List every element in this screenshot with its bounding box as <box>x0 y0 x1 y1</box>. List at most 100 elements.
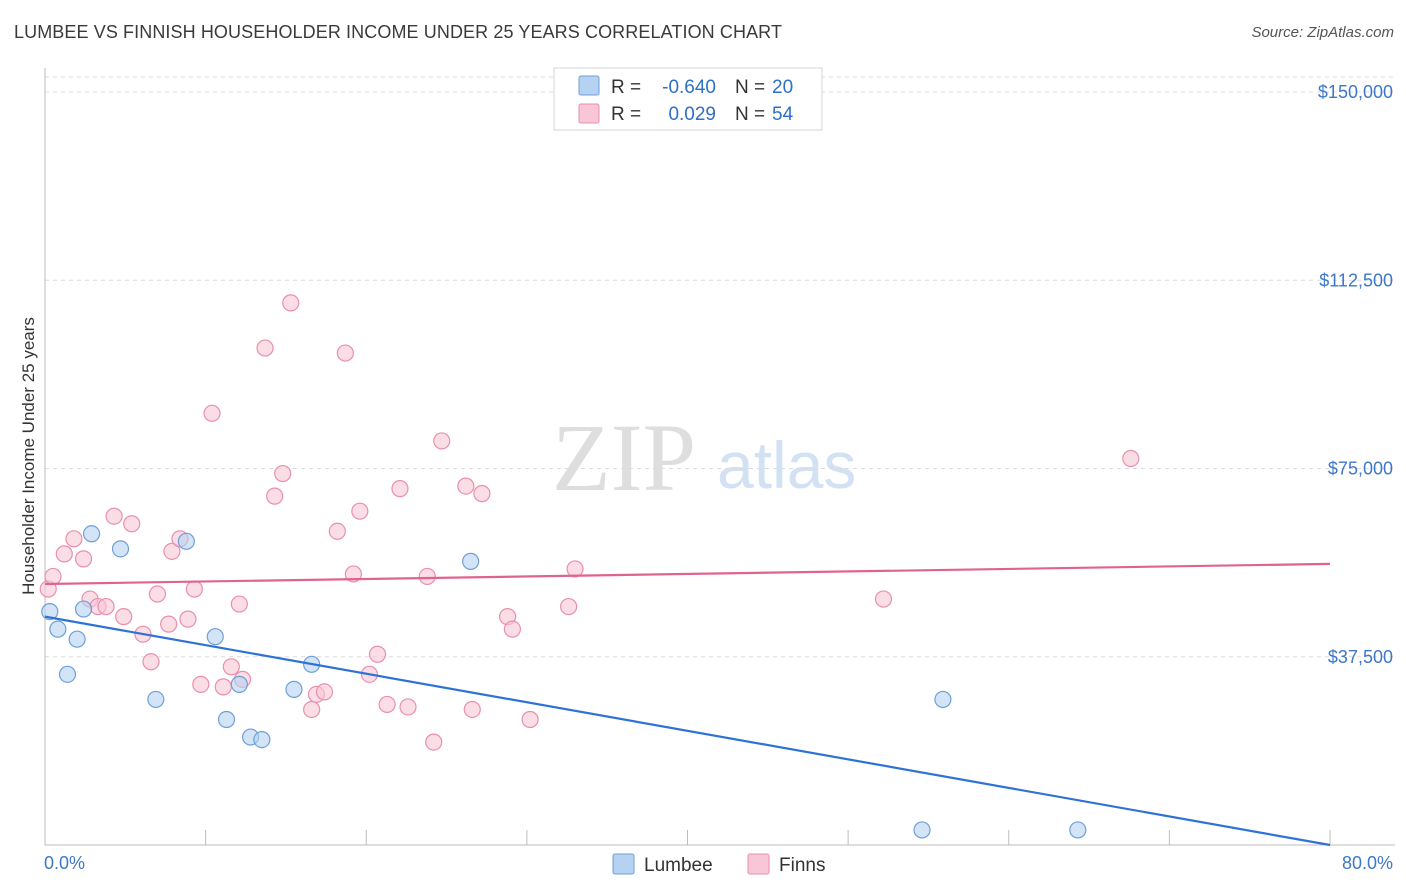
lumbee-point <box>462 552 480 570</box>
source-credit: Source: ZipAtlas.com <box>1251 24 1394 41</box>
finns-point <box>203 404 221 422</box>
x-tick-label-max: 80.0% <box>1342 853 1393 873</box>
finns-point <box>560 597 578 616</box>
finns-point <box>303 700 321 719</box>
finns-point <box>185 580 203 598</box>
data-points <box>39 294 1140 839</box>
watermark-zip: ZIP <box>552 404 696 511</box>
finns-point <box>503 620 522 638</box>
bottom-legend: Lumbee Finns <box>612 853 825 876</box>
legend-n-value-lumbee: 20 <box>772 77 793 98</box>
finns-point <box>105 507 123 525</box>
lumbee-point <box>41 602 59 621</box>
finns-point <box>163 542 181 560</box>
finns-point <box>351 502 369 520</box>
finns-point <box>179 610 197 628</box>
finns-point <box>344 565 362 583</box>
finns-point <box>65 530 83 548</box>
lumbee-point <box>206 628 224 646</box>
lumbee-point <box>68 630 86 648</box>
finns-point <box>214 678 232 696</box>
watermark-atlas: atlas <box>717 428 856 502</box>
lumbee-point <box>230 675 248 693</box>
finns-point <box>433 432 451 450</box>
axes <box>44 68 1395 846</box>
legend-r-label-finns: R = <box>611 104 641 125</box>
y-tick-labels: $37,500 $75,000 $112,500 $150,000 <box>1318 82 1393 667</box>
finns-point <box>160 615 178 633</box>
legend-r-label-lumbee: R = <box>611 77 641 98</box>
finns-point <box>315 683 334 701</box>
lumbee-point <box>285 680 303 698</box>
legend-swatch-lumbee <box>578 75 600 96</box>
finns-point <box>425 733 443 751</box>
finns-point <box>142 653 160 671</box>
finns-point <box>521 710 539 729</box>
finns-point <box>266 487 284 505</box>
lumbee-point <box>147 690 165 709</box>
legend-n-value-finns: 54 <box>772 104 794 125</box>
lumbee-point <box>82 525 101 543</box>
finns-point <box>274 464 292 483</box>
lumbee-point <box>49 620 67 638</box>
y-tick-label: $75,000 <box>1328 459 1393 479</box>
legend-r-value-lumbee: -0.640 <box>662 77 716 98</box>
finns-point <box>368 645 387 663</box>
finns-point <box>399 698 417 716</box>
finns-point <box>192 675 210 693</box>
y-tick-label: $150,000 <box>1318 82 1393 102</box>
bottom-legend-label-lumbee: Lumbee <box>644 855 713 876</box>
chart-title: LUMBEE VS FINNISH HOUSEHOLDER INCOME UND… <box>14 22 783 42</box>
finns-point <box>457 477 475 495</box>
gridlines <box>45 76 1395 658</box>
legend-n-label-lumbee: N = <box>735 77 765 98</box>
finns-point <box>44 567 62 586</box>
finns-point <box>418 567 436 586</box>
finns-trend-line <box>44 562 1331 586</box>
bottom-legend-label-finns: Finns <box>779 855 825 876</box>
lumbee-point <box>58 665 77 683</box>
legend-n-label-finns: N = <box>735 104 765 125</box>
finns-point <box>328 522 346 540</box>
lumbee-trend-line <box>44 615 1331 847</box>
finns-point <box>230 595 248 613</box>
finns-point <box>566 560 584 578</box>
finns-point <box>148 585 167 603</box>
finns-point <box>74 550 93 568</box>
finns-point <box>282 294 300 312</box>
finns-point <box>391 480 409 498</box>
y-axis-title: Householder Income Under 25 years <box>19 317 38 595</box>
finns-point <box>55 545 73 563</box>
watermark: ZIP atlas <box>552 404 856 511</box>
lumbee-point <box>177 532 195 550</box>
trend-lines <box>44 562 1331 847</box>
legend-box: R = -0.640 N = 20 R = 0.029 N = 54 <box>553 67 823 131</box>
finns-point <box>115 608 133 626</box>
finns-point <box>463 700 481 719</box>
finns-point <box>378 695 396 714</box>
finns-point <box>222 658 240 676</box>
lumbee-point <box>111 540 130 558</box>
lumbee-point <box>1069 821 1087 839</box>
legend-swatch-finns <box>578 103 600 124</box>
x-ticks <box>205 830 1331 845</box>
finns-point <box>874 590 893 608</box>
lumbee-point <box>934 690 952 709</box>
finns-point <box>336 344 354 362</box>
finns-point <box>97 597 115 616</box>
finns-point <box>123 515 141 533</box>
finns-point <box>256 339 274 357</box>
lumbee-point <box>74 600 93 618</box>
bottom-legend-swatch-lumbee <box>612 853 635 875</box>
finns-point <box>1122 449 1140 468</box>
legend-r-value-finns: 0.029 <box>668 104 716 125</box>
lumbee-point <box>217 710 236 729</box>
y-tick-label: $112,500 <box>1319 270 1393 290</box>
bottom-legend-swatch-finns <box>747 853 770 875</box>
y-tick-label: $37,500 <box>1328 647 1393 667</box>
lumbee-point <box>913 821 931 839</box>
x-tick-label-min: 0.0% <box>44 853 85 873</box>
finns-point <box>473 485 491 503</box>
lumbee-point <box>253 730 271 749</box>
